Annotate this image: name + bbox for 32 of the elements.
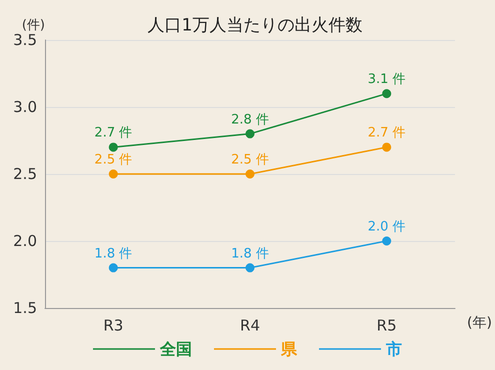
data-label: 2.7 件: [94, 126, 132, 141]
data-label: 2.7 件: [368, 126, 406, 141]
y-tick-label: 3.5: [13, 31, 37, 49]
x-tick-label: R5: [376, 316, 397, 334]
data-label: 3.1 件: [368, 72, 406, 88]
point: [108, 263, 118, 272]
data-label: 2.5 件: [94, 152, 132, 168]
point: [246, 170, 254, 178]
legend-label: 市: [385, 340, 402, 358]
y-tick-label: 2.5: [13, 165, 37, 183]
point: [246, 263, 254, 272]
data-label: 2.8 件: [231, 112, 269, 128]
point: [382, 236, 392, 246]
x-axis-title: (年): [467, 315, 492, 331]
legend-label: 県: [280, 340, 298, 358]
x-tick-label: R3: [103, 316, 124, 334]
y-tick-label: 2.0: [13, 232, 37, 250]
data-label: 1.8 件: [231, 246, 269, 262]
y-tick-label: 1.5: [13, 299, 37, 317]
data-label: 1.8 件: [94, 246, 132, 262]
y-axis-title: (件): [22, 18, 45, 33]
data-label: 2.5 件: [231, 152, 269, 168]
point: [246, 129, 254, 138]
data-label: 2.0 件: [368, 220, 406, 234]
point: [108, 142, 118, 152]
x-tick-label: R4: [240, 316, 260, 334]
point: [108, 170, 118, 178]
point: [382, 89, 392, 98]
point: [382, 142, 392, 152]
y-tick-label: 3.0: [13, 98, 37, 116]
chart-title: 人口1万人当たりの出火件数: [148, 16, 362, 36]
legend-label: 全国: [159, 340, 192, 358]
